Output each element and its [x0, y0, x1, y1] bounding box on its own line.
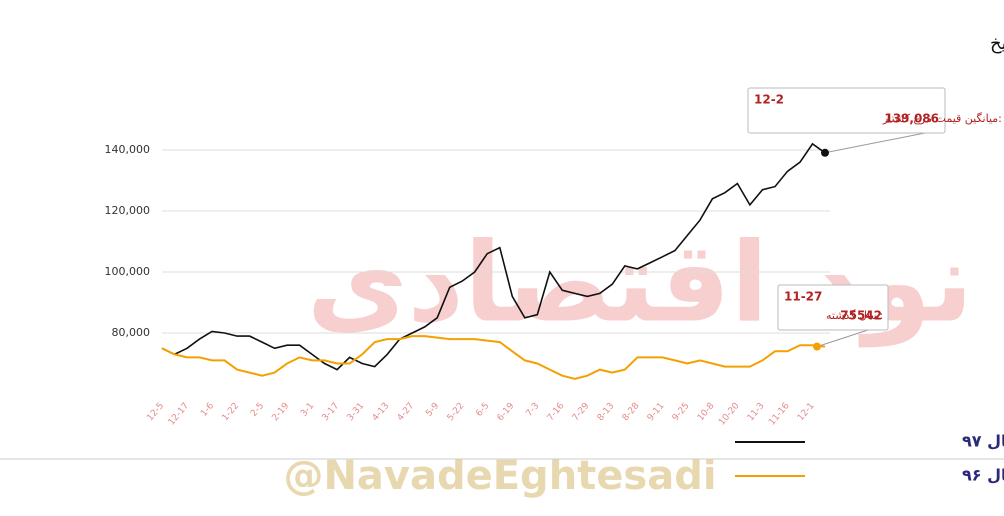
annotation-date: 12-2 [754, 93, 784, 107]
annotation-box [777, 284, 889, 331]
annotation-text: :سال گذشته [826, 309, 883, 322]
annotation-leader [816, 329, 869, 348]
annotation-value: 139,086 [884, 112, 939, 126]
y-tick-label: 120,000 [105, 204, 151, 217]
series-line [161, 142, 826, 371]
y-tick-label: 80,000 [112, 326, 151, 339]
annotation-leader [824, 132, 926, 154]
legend-label: قیمت مرغ در سال ۹۷ [962, 432, 1004, 451]
y-tick-label: 100,000 [105, 265, 151, 278]
watermark: @NavadeEghtesadi [283, 453, 716, 499]
series-line [161, 335, 826, 380]
annotation-text: :میانگین قیمت مرغ کشتار [882, 112, 1002, 125]
y-tick-label: 140,000 [105, 143, 151, 156]
annotation-dot [821, 148, 829, 157]
chart-title: از تاریخ 1396/12/04 تا تاریخ 1397/12/04 … [990, 31, 1004, 54]
legend-label: قیمت مرغ در سال ۹۶ [962, 466, 1004, 485]
annotation-box [747, 87, 946, 134]
annotation-dot [813, 342, 821, 351]
annotation-value: 75542 [840, 309, 882, 323]
annotation-date: 11-27 [784, 290, 822, 304]
